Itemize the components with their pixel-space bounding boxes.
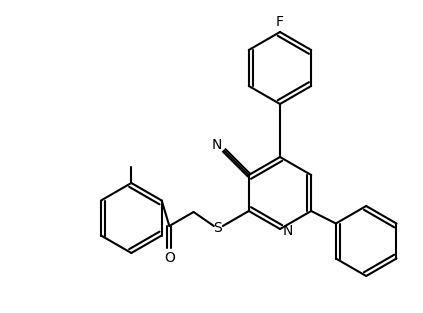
Text: F: F — [276, 15, 284, 29]
Text: N: N — [212, 138, 222, 152]
Text: S: S — [214, 221, 222, 235]
Text: O: O — [164, 251, 175, 265]
Text: N: N — [283, 224, 293, 238]
